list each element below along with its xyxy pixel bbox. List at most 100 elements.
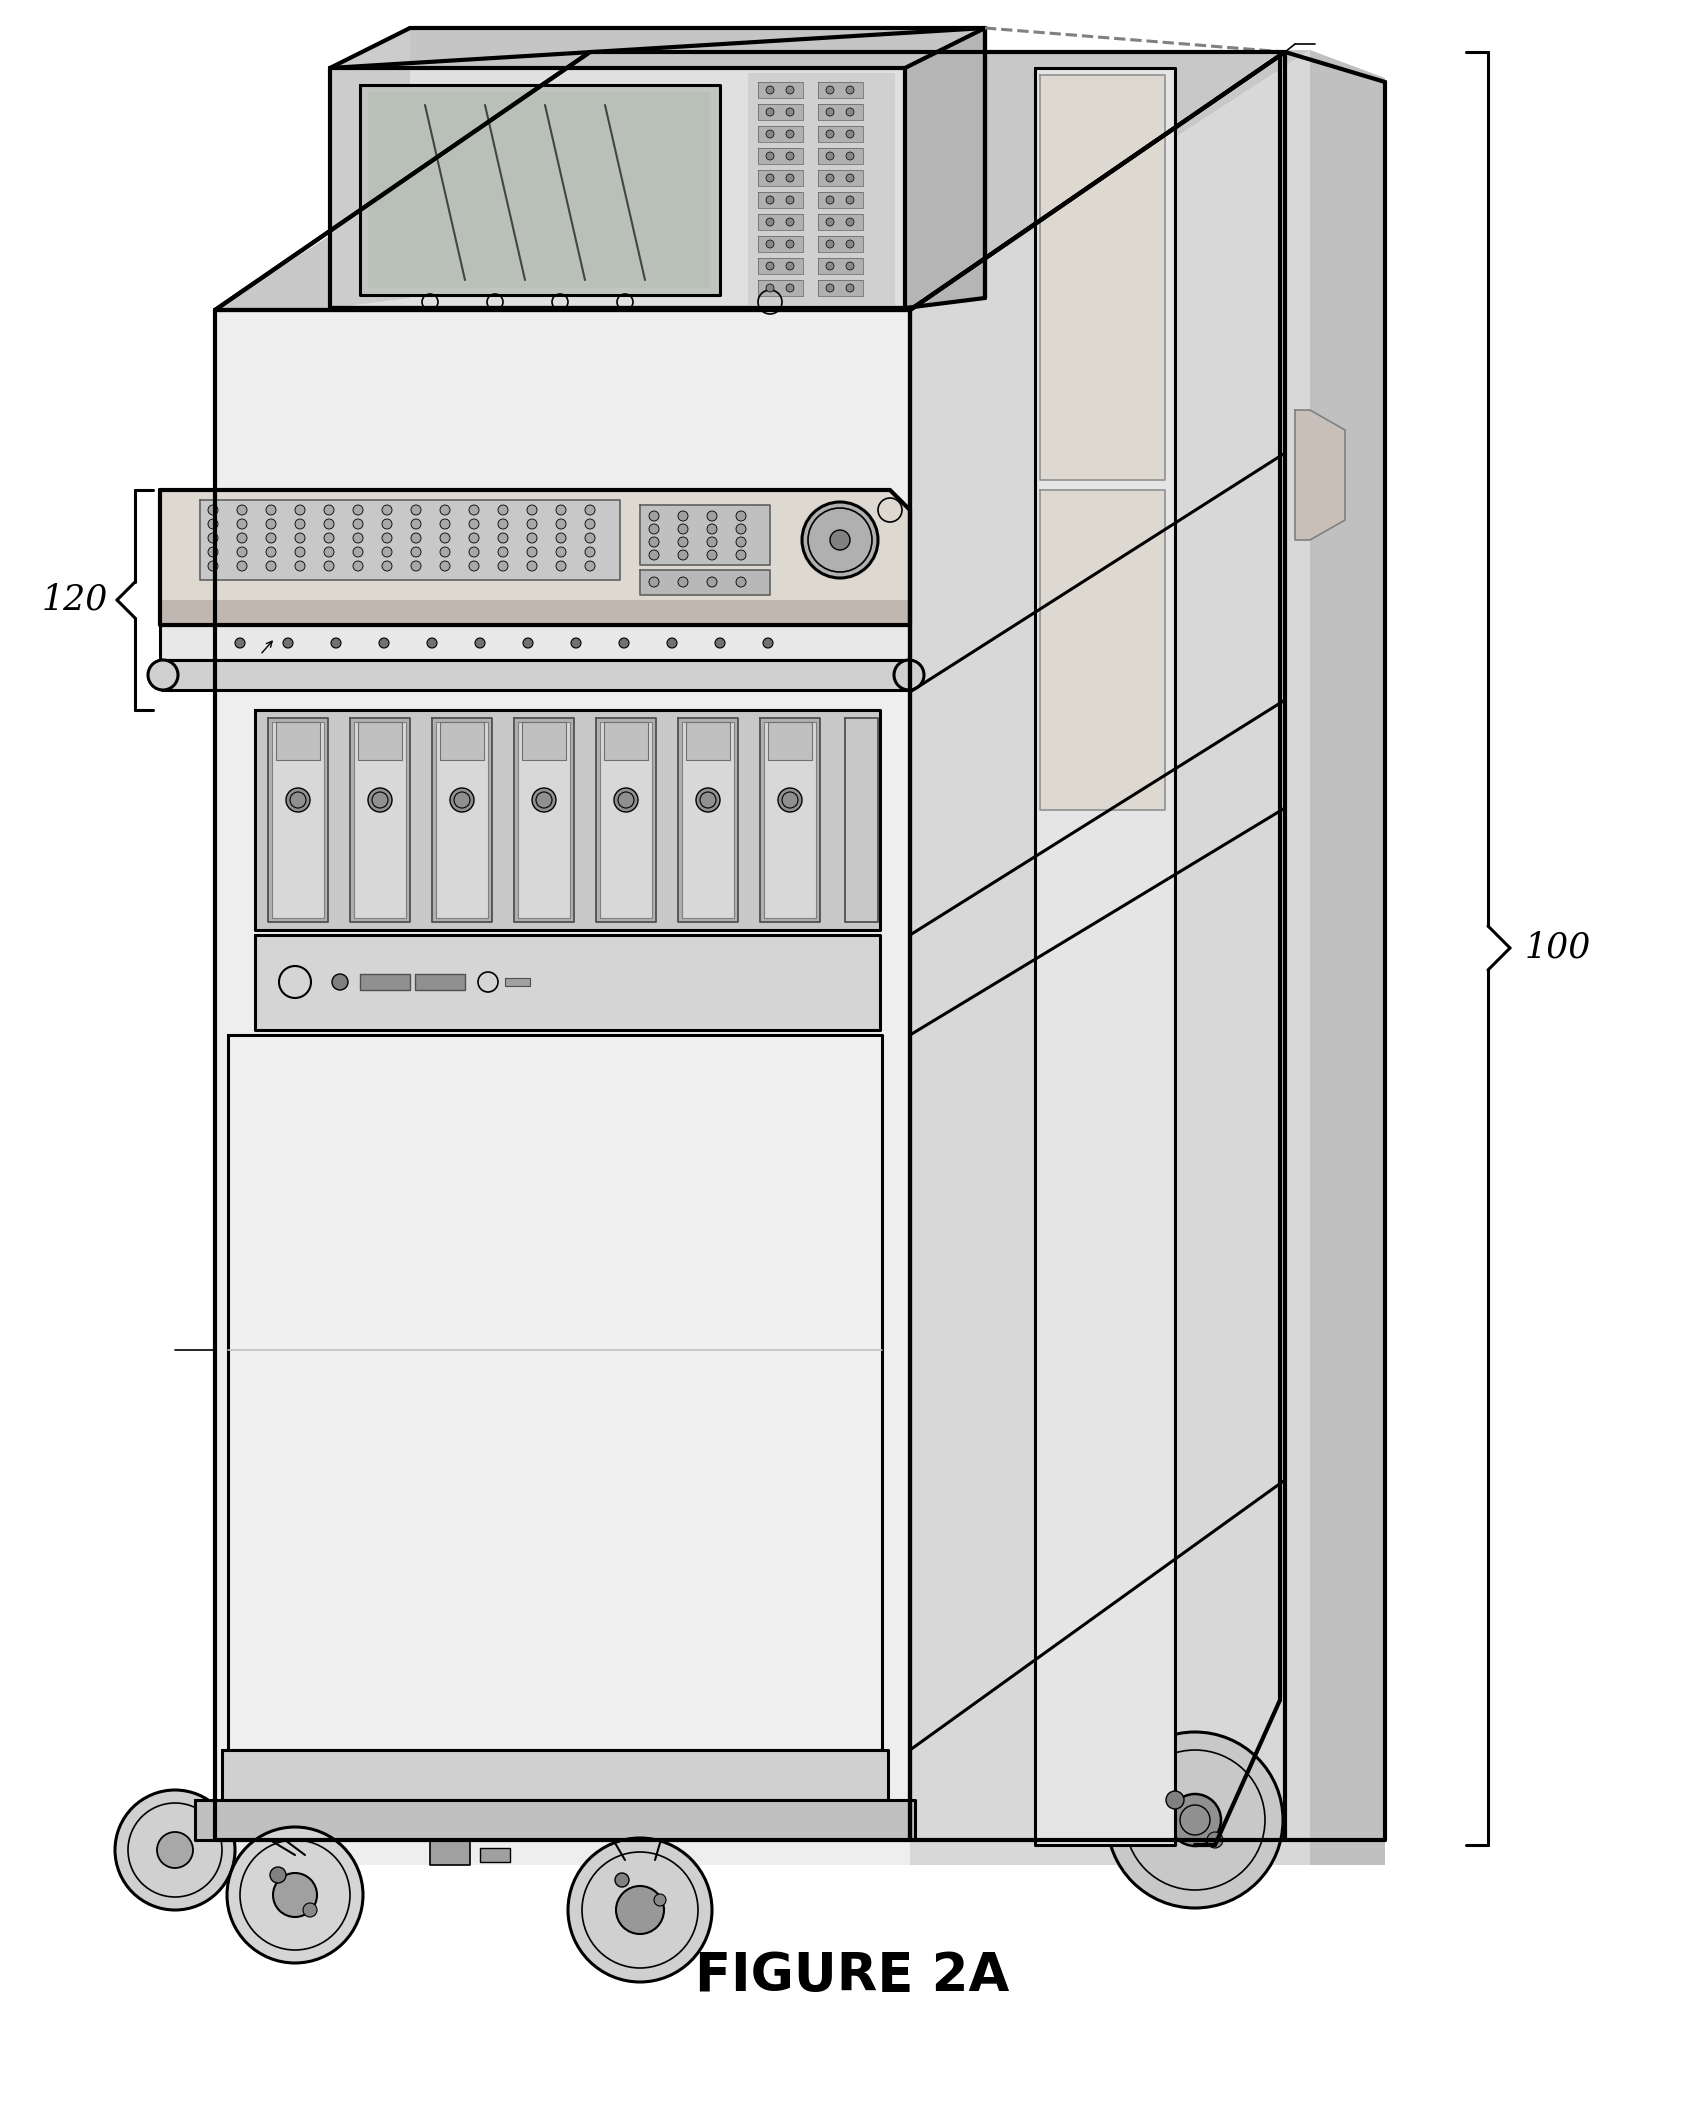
Circle shape [382,533,392,543]
Circle shape [353,520,363,528]
Polygon shape [360,975,411,989]
Polygon shape [276,723,320,761]
Circle shape [532,789,556,812]
Polygon shape [758,258,803,275]
Polygon shape [818,192,862,207]
Circle shape [736,524,746,535]
Polygon shape [758,82,803,97]
Circle shape [830,531,850,550]
Circle shape [767,129,774,137]
Circle shape [786,218,794,226]
Circle shape [767,173,774,182]
Polygon shape [678,719,738,922]
Circle shape [584,533,595,543]
Text: 120: 120 [43,583,107,617]
Circle shape [803,501,878,577]
Circle shape [786,173,794,182]
Circle shape [826,173,833,182]
Polygon shape [758,127,803,142]
Circle shape [498,560,508,571]
Circle shape [266,533,276,543]
Polygon shape [682,723,734,917]
Polygon shape [758,148,803,165]
Circle shape [382,505,392,516]
Circle shape [324,533,334,543]
Circle shape [469,520,479,528]
Circle shape [527,505,537,516]
Polygon shape [521,723,566,761]
Polygon shape [162,660,910,689]
Circle shape [440,520,450,528]
Circle shape [303,1903,317,1917]
Circle shape [707,512,717,520]
Polygon shape [215,51,1310,311]
Circle shape [826,87,833,93]
Polygon shape [331,68,905,309]
Circle shape [678,524,688,535]
Circle shape [649,512,659,520]
Polygon shape [268,719,327,922]
Circle shape [617,1886,665,1934]
Polygon shape [818,214,862,230]
Circle shape [324,548,334,556]
Circle shape [666,638,676,649]
Circle shape [411,533,421,543]
Circle shape [654,1894,666,1907]
Circle shape [295,560,305,571]
Circle shape [523,638,533,649]
Circle shape [584,520,595,528]
Circle shape [736,577,746,588]
Circle shape [895,660,924,689]
Circle shape [649,524,659,535]
Circle shape [736,550,746,560]
Circle shape [440,505,450,516]
Circle shape [1169,1795,1222,1846]
Polygon shape [518,723,571,917]
Circle shape [767,218,774,226]
Polygon shape [256,934,879,1030]
Polygon shape [758,214,803,230]
Polygon shape [273,723,324,917]
Circle shape [498,533,508,543]
Circle shape [763,638,774,649]
Polygon shape [748,74,895,304]
Circle shape [649,577,659,588]
Circle shape [767,197,774,203]
Circle shape [411,520,421,528]
Circle shape [736,512,746,520]
Circle shape [295,548,305,556]
Polygon shape [1295,410,1344,539]
Circle shape [826,197,833,203]
Polygon shape [818,237,862,252]
Circle shape [353,560,363,571]
Circle shape [353,548,363,556]
Circle shape [148,660,177,689]
Circle shape [527,520,537,528]
Circle shape [411,505,421,516]
Circle shape [767,152,774,161]
Circle shape [114,1791,235,1911]
Circle shape [556,548,566,556]
Circle shape [786,152,794,161]
Circle shape [227,1826,363,1964]
Circle shape [353,505,363,516]
Text: FIGURE 2A: FIGURE 2A [695,1949,1009,2002]
Polygon shape [416,975,465,989]
Circle shape [266,505,276,516]
Polygon shape [160,626,910,660]
Circle shape [613,789,637,812]
Circle shape [440,560,450,571]
Circle shape [411,548,421,556]
Circle shape [786,129,794,137]
Polygon shape [1039,490,1166,810]
Polygon shape [769,723,813,761]
Polygon shape [433,719,492,922]
Circle shape [707,577,717,588]
Circle shape [845,197,854,203]
Polygon shape [256,710,879,930]
Circle shape [469,533,479,543]
Circle shape [556,505,566,516]
Circle shape [678,537,688,548]
Circle shape [295,520,305,528]
Circle shape [440,548,450,556]
